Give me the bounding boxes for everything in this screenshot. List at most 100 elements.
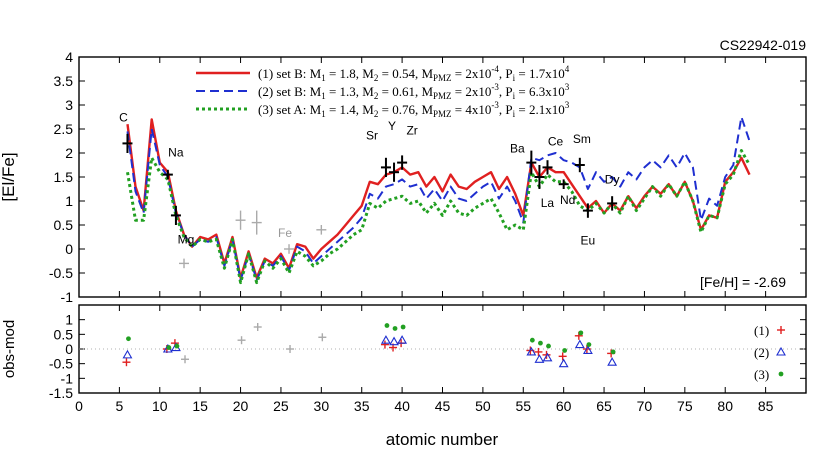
residual-point-r3 bbox=[384, 323, 390, 328]
star-label: CS22942-019 bbox=[720, 37, 807, 53]
residual-y-tick-label: -1 bbox=[61, 370, 74, 386]
element-label-dy: Dy bbox=[605, 172, 620, 186]
main-y-axis-label: [El/Fe] bbox=[0, 152, 18, 201]
x-tick-label: 40 bbox=[394, 398, 410, 414]
x-tick-label: 15 bbox=[192, 398, 208, 414]
residual-point-gray bbox=[181, 355, 190, 364]
observed-point-ce: Ce bbox=[542, 134, 564, 175]
residual-point-r2 bbox=[574, 339, 585, 349]
residual-point-r2 bbox=[122, 349, 133, 359]
residual-point-r1 bbox=[122, 358, 131, 367]
residual-point-r3 bbox=[166, 345, 172, 350]
legend-text-3: (3) set A: M1 = 1.4, M2 = 0.76, MPMZ = 4… bbox=[258, 100, 570, 119]
residual-point-r2 bbox=[397, 335, 408, 344]
observed-point-z13 bbox=[179, 258, 190, 269]
observed-point-z20 bbox=[235, 210, 246, 230]
element-label-na: Na bbox=[168, 146, 184, 160]
main-legend: (1) set B: M1 = 1.8, M2 = 0.54, MPMZ = 2… bbox=[196, 64, 570, 119]
residual-y-tick-label: -1.5 bbox=[49, 385, 73, 401]
residual-plot-frame bbox=[78, 304, 807, 394]
element-label-c: C bbox=[119, 110, 128, 124]
x-tick-label: 10 bbox=[152, 398, 168, 414]
observed-point-nd: Nd bbox=[558, 179, 575, 207]
series-line-m2 bbox=[126, 116, 751, 282]
element-label-fe: Fe bbox=[278, 226, 292, 240]
residual-point-r3 bbox=[562, 348, 568, 353]
main-y-tick-label: 3 bbox=[65, 97, 73, 113]
main-y-tick-label: 1.5 bbox=[54, 169, 74, 185]
x-tick-label: 85 bbox=[758, 398, 774, 414]
x-tick-label: 35 bbox=[354, 398, 370, 414]
observed-point-sr: Sr bbox=[366, 128, 391, 177]
main-y-tick-label: -0.5 bbox=[49, 265, 73, 281]
element-label-sr: Sr bbox=[366, 128, 378, 142]
observed-point-sm: Sm bbox=[573, 132, 591, 173]
main-y-tick-label: 4 bbox=[65, 49, 73, 65]
residual-point-r2 bbox=[607, 357, 618, 366]
residual-point-r1 bbox=[534, 347, 543, 356]
x-tick-label: 5 bbox=[115, 398, 123, 414]
x-tick-label: 45 bbox=[435, 398, 451, 414]
residual-points bbox=[122, 323, 618, 368]
x-tick-label: 25 bbox=[273, 398, 289, 414]
legend-entry-2: (2) set B: M1 = 1.3, M2 = 0.61, MPMZ = 2… bbox=[196, 82, 570, 101]
main-y-tick-label: 1 bbox=[65, 193, 73, 209]
residual-point-gray bbox=[318, 333, 327, 342]
observed-point-la: La bbox=[534, 165, 554, 210]
legend-text-1: (1) set B: M1 = 1.8, M2 = 0.54, MPMZ = 2… bbox=[258, 64, 570, 83]
residual-legend-label-2: (2) bbox=[754, 345, 769, 360]
main-y-tick-label: 0 bbox=[65, 241, 73, 257]
residual-point-r3 bbox=[546, 343, 551, 349]
element-label-sm: Sm bbox=[573, 132, 591, 146]
model-lines bbox=[126, 116, 751, 285]
observed-point-ba: Ba bbox=[510, 142, 537, 175]
x-tick-label: 55 bbox=[515, 398, 531, 414]
observed-point-mg: Mg bbox=[170, 205, 195, 246]
observed-point-y: Y bbox=[388, 119, 400, 182]
element-label-ba: Ba bbox=[510, 142, 525, 156]
main-y-ticks: -1 -0.5 0 0.5 1 1.5 2 2.5 3 3.5 4 bbox=[49, 49, 806, 305]
residual-point-r3 bbox=[174, 343, 180, 349]
element-label-la: La bbox=[541, 196, 555, 210]
main-y-tick-label: 2.5 bbox=[54, 121, 74, 137]
element-label-y: Y bbox=[388, 119, 396, 133]
residual-point-r2 bbox=[558, 358, 569, 368]
residual-y-tick-label: 1 bbox=[65, 312, 73, 328]
residual-point-r2 bbox=[526, 346, 537, 356]
residual-y-ticks: -1.5-1-0.500.51 bbox=[49, 312, 806, 401]
metallicity-label: [Fe/H] = -2.69 bbox=[700, 274, 786, 290]
element-label-zr: Zr bbox=[406, 124, 417, 138]
x-tick-label: 0 bbox=[75, 398, 83, 414]
x-ticks: 0 5 10 15 20 25 30 35 40 45 50 55 60 65 70 75 80 85 bbox=[75, 57, 774, 414]
residual-y-axis-label: obs-mod bbox=[1, 320, 18, 378]
legend-entry-3: (3) set A: M1 = 1.4, M2 = 0.76, MPMZ = 4… bbox=[196, 100, 570, 119]
residual-y-tick-label: -0.5 bbox=[49, 356, 73, 372]
observed-point-dy: Dy bbox=[605, 172, 620, 211]
residual-point-r2 bbox=[542, 352, 553, 362]
residual-legend-marker-1 bbox=[777, 326, 785, 334]
residual-point-r2 bbox=[389, 336, 399, 346]
x-tick-label: 70 bbox=[637, 398, 653, 414]
residual-point-r1 bbox=[380, 340, 389, 349]
legend-marker-triangle bbox=[776, 346, 786, 356]
observed-abundances: C Na Mg Fe Sr Y Zr Ba La Ce Nd Sm Eu Dy bbox=[119, 110, 620, 269]
residual-point-r3 bbox=[538, 340, 543, 346]
residual-y-tick-label: 0.5 bbox=[54, 326, 74, 342]
residual-point-r3 bbox=[586, 342, 592, 347]
element-label-mg: Mg bbox=[178, 232, 195, 246]
residual-point-r3 bbox=[610, 349, 616, 355]
x-axis-label: atomic number bbox=[386, 430, 499, 449]
x-tick-label: 50 bbox=[475, 398, 491, 414]
observed-point-fe: Fe bbox=[278, 226, 295, 254]
residual-legend: (1) (2) (3) bbox=[754, 323, 786, 382]
residual-legend-marker-2 bbox=[776, 346, 786, 356]
series-line-m3 bbox=[126, 149, 751, 285]
legend-marker-plus bbox=[777, 326, 785, 334]
residual-point-r2 bbox=[381, 335, 391, 344]
element-label-nd: Nd bbox=[560, 193, 575, 207]
x-tick-label: 80 bbox=[717, 398, 733, 414]
x-tick-label: 75 bbox=[677, 398, 693, 414]
legend-entry-1: (1) set B: M1 = 1.8, M2 = 0.54, MPMZ = 2… bbox=[196, 64, 570, 83]
residual-point-gray bbox=[253, 323, 262, 331]
